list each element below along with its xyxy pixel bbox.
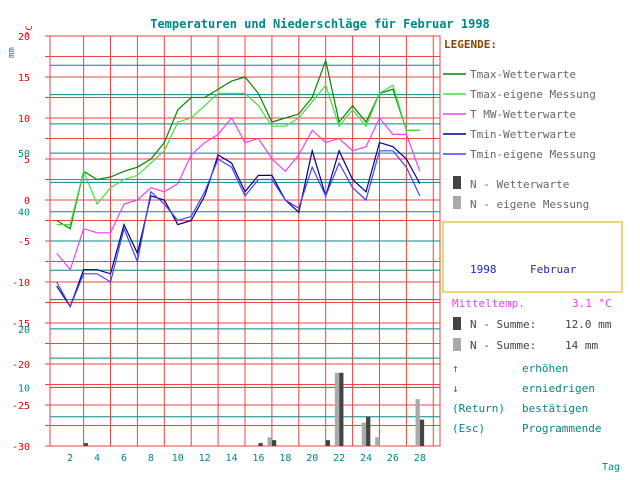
series-line [56,150,421,308]
x-tick-label: 8 [148,453,154,464]
period-box [442,221,623,293]
x-tick-label: 12 [199,453,211,464]
y-tick-label: -20 [12,360,30,371]
legend-label: N - eigene Messung [470,198,589,211]
control-action: Programmende [522,422,601,435]
precip-tick-label: 50 [18,149,30,160]
mean-temp-label: Mitteltemp. [452,297,525,310]
x-tick-label: 2 [67,453,73,464]
x-tick-label: 20 [306,453,318,464]
y-tick-label: 10 [18,114,30,125]
precip-bar [415,399,420,446]
series-line [56,58,420,230]
control-key: (Return) [452,402,505,415]
period-year: 1998 [470,263,497,276]
series-line [56,141,421,308]
y-tick-label: -15 [12,319,30,330]
x-tick-label: 26 [387,453,399,464]
precip-bar [334,372,340,446]
precip-tick-label: 20 [18,325,30,336]
sum2-swatch [453,338,461,351]
mean-temp-value: 3.1 °C [572,297,612,310]
precip-bar [339,372,344,446]
legend-label: T MW-Wetterwarte [470,108,576,121]
y-tick-label: -25 [12,401,30,412]
legend-label: Tmin-eigene Messung [470,148,596,161]
y-tick-label: 5 [24,155,30,166]
y-tick-label: -5 [18,237,30,248]
control-key: (Esc) [452,422,485,435]
y-tick-label: 15 [18,73,30,84]
precip-unit-label: mm [7,47,17,58]
legend-label: Tmin-Wetterwarte [470,128,576,141]
temp-unit-label: °C [25,25,35,36]
legend-bar-swatch [453,176,461,189]
x-tick-label: 14 [226,453,238,464]
precip-bar [325,440,330,446]
x-tick-label: 18 [279,453,291,464]
x-axis-label: Tag [602,462,620,473]
series-line [56,116,421,271]
precip-tick-label: 40 [18,208,30,219]
precip-tick-label: 10 [18,383,30,394]
sum2-label: N - Summe: [470,339,536,352]
control-key: ↓ [452,382,459,395]
sum1-label: N - Summe: [470,318,536,331]
legend: LEGENDE: Tmax-Wetterwarte Tmax-eigene Mes… [443,38,596,211]
legend-label: N - Wetterwarte [470,178,569,191]
precip-bars [83,372,425,446]
period-month: Februar [530,263,577,276]
y-tick-label: -10 [12,278,30,289]
legend-label: Tmax-eigene Messung [470,88,596,101]
precip-bar [267,437,272,446]
precip-bar [258,443,263,446]
sum1-value: 12.0 mm [565,318,612,331]
precip-bar [271,440,277,446]
temperature-lines [56,58,421,308]
precip-bar [366,416,371,446]
precip-bar [419,419,425,446]
sum1-swatch [453,317,461,330]
legend-bar-swatch [453,196,461,209]
y-tick-label: 20 [18,32,30,43]
y-tick-label: 0 [24,196,30,207]
control-action: erhöhen [522,362,568,375]
control-key: ↑ [452,362,459,375]
x-tick-label: 22 [333,453,345,464]
legend-heading: LEGENDE: [444,38,497,51]
x-tick-label: 28 [414,453,426,464]
sum2-value: 14 mm [565,339,598,352]
chart-title: Temperaturen und Niederschläge für Febru… [150,17,490,31]
x-tick-label: 6 [121,453,127,464]
precip-bar [375,437,380,446]
legend-label: Tmax-Wetterwarte [470,68,576,81]
control-action: bestätigen [522,402,588,415]
x-tick-label: 10 [172,453,184,464]
series-line [56,83,420,226]
y-tick-label: -30 [12,442,30,453]
x-tick-label: 24 [360,453,372,464]
grid [49,35,441,447]
x-tick-label: 4 [94,453,100,464]
x-tick-label: 16 [252,453,264,464]
precip-bar [83,443,88,446]
control-action: erniedrigen [522,382,595,395]
keyboard-controls: ↑ erhöhen ↓ erniedrigen (Return) bestätigen (E… [452,362,601,435]
precip-bar [361,422,367,446]
